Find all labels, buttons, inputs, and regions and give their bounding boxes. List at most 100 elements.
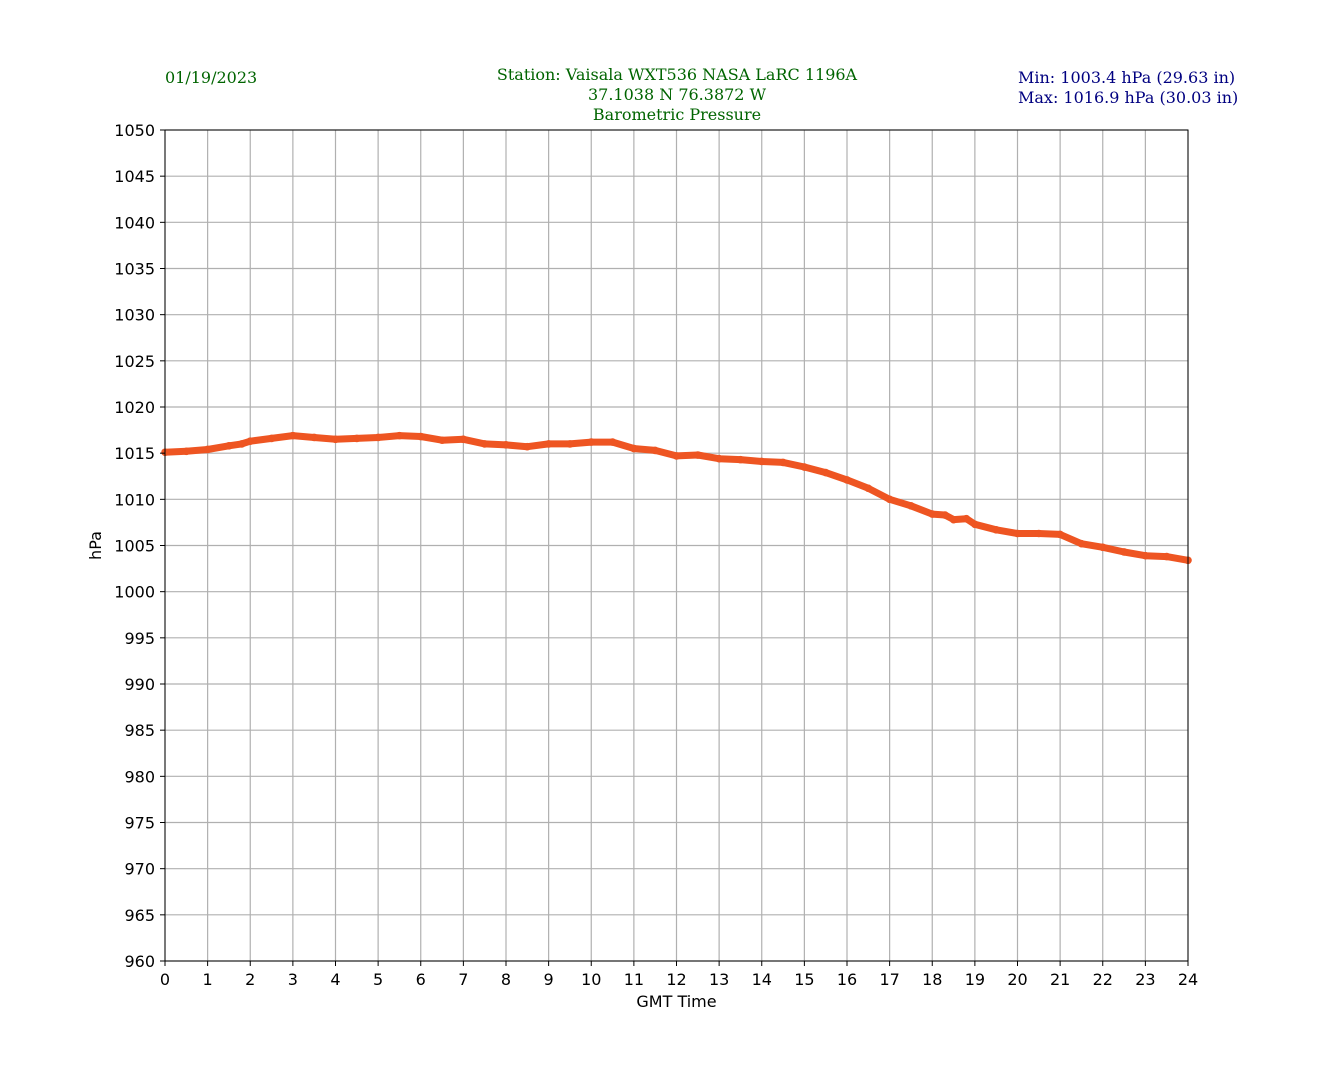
pressure-point bbox=[1098, 543, 1107, 552]
pressure-point bbox=[438, 436, 446, 445]
x-tick-label: 0 bbox=[160, 970, 170, 989]
y-tick-label: 1040 bbox=[114, 213, 155, 232]
x-tick-label: 4 bbox=[330, 970, 340, 989]
y-tick-label: 1000 bbox=[114, 583, 155, 602]
pressure-point bbox=[416, 432, 425, 441]
x-tick-label: 2 bbox=[245, 970, 255, 989]
x-tick-label: 11 bbox=[624, 970, 644, 989]
pressure-point bbox=[587, 438, 596, 446]
pressure-point bbox=[331, 435, 340, 444]
y-tick-label: 990 bbox=[124, 675, 155, 694]
min-pressure-label: Min: 1003.4 hPa (29.63 in) bbox=[1018, 68, 1236, 87]
x-axis-label: GMT Time bbox=[636, 992, 716, 1011]
pressure-point bbox=[237, 440, 246, 448]
pressure-series bbox=[161, 431, 1192, 565]
y-tick-label: 1005 bbox=[114, 537, 155, 556]
station-title: Station: Vaisala WXT536 NASA LaRC 1196A bbox=[496, 65, 858, 84]
max-pressure-label: Max: 1016.9 hPa (30.03 in) bbox=[1018, 88, 1239, 107]
chart-title: Barometric Pressure bbox=[592, 105, 762, 124]
pressure-point bbox=[1013, 529, 1022, 538]
x-tick-label: 17 bbox=[879, 970, 899, 989]
chart-date: 01/19/2023 bbox=[165, 68, 258, 87]
y-tick-label: 1045 bbox=[114, 167, 155, 186]
pressure-point bbox=[182, 447, 191, 456]
y-axis-label: hPa bbox=[86, 531, 105, 560]
x-tick-label: 6 bbox=[416, 970, 426, 989]
pressure-point bbox=[971, 520, 979, 529]
pressure-point bbox=[885, 495, 894, 504]
pressure-point bbox=[1035, 529, 1043, 538]
y-tick-label: 1025 bbox=[114, 352, 155, 371]
axis-ticks: 0 1 2 3 4 5 6 7 8 9 10 11 12 13 14 15 16 17 18 19 20 21 22 23 24… bbox=[114, 121, 1198, 989]
y-tick-label: 970 bbox=[124, 860, 155, 879]
pressure-point bbox=[864, 484, 873, 493]
y-tick-label: 1035 bbox=[114, 260, 155, 279]
x-tick-label: 18 bbox=[922, 970, 942, 989]
y-tick-label: 1015 bbox=[114, 444, 155, 463]
x-tick-label: 1 bbox=[203, 970, 213, 989]
x-tick-label: 15 bbox=[794, 970, 814, 989]
pressure-point bbox=[1077, 539, 1086, 548]
pressure-point bbox=[459, 435, 468, 444]
pressure-point bbox=[480, 440, 489, 448]
pressure-point bbox=[736, 455, 745, 464]
x-tick-label: 19 bbox=[965, 970, 985, 989]
y-tick-label: 1010 bbox=[114, 490, 155, 509]
pressure-point bbox=[757, 457, 766, 466]
y-tick-label: 1030 bbox=[114, 306, 155, 325]
pressure-point bbox=[523, 442, 532, 451]
x-tick-label: 13 bbox=[709, 970, 729, 989]
x-tick-label: 5 bbox=[373, 970, 383, 989]
y-tick-label: 985 bbox=[124, 721, 155, 740]
x-tick-label: 14 bbox=[752, 970, 772, 989]
pressure-point bbox=[353, 434, 361, 443]
pressure-point bbox=[310, 433, 318, 442]
x-tick-label: 20 bbox=[1007, 970, 1027, 989]
pressure-point bbox=[843, 476, 851, 484]
pressure-point bbox=[941, 511, 949, 519]
grid-lines bbox=[164, 129, 1189, 962]
pressure-point bbox=[1056, 530, 1064, 539]
pressure-point bbox=[1141, 551, 1150, 560]
pressure-point bbox=[962, 514, 971, 523]
pressure-point bbox=[779, 458, 787, 467]
x-tick-label: 24 bbox=[1178, 970, 1198, 989]
x-tick-label: 8 bbox=[501, 970, 511, 989]
x-tick-label: 9 bbox=[544, 970, 554, 989]
pressure-point bbox=[992, 526, 1000, 534]
pressure-point bbox=[651, 446, 659, 455]
y-tick-label: 995 bbox=[124, 629, 155, 648]
y-tick-label: 980 bbox=[124, 767, 155, 786]
x-tick-label: 10 bbox=[581, 970, 601, 989]
pressure-point bbox=[694, 451, 702, 459]
pressure-point bbox=[203, 445, 212, 454]
pressure-point bbox=[800, 463, 809, 471]
y-tick-label: 965 bbox=[124, 906, 155, 925]
pressure-point bbox=[1120, 548, 1128, 556]
pressure-point bbox=[1162, 552, 1171, 561]
pressure-point bbox=[374, 433, 382, 442]
pressure-point bbox=[267, 434, 276, 443]
pressure-point bbox=[907, 501, 915, 510]
x-tick-label: 12 bbox=[666, 970, 686, 989]
x-tick-label: 22 bbox=[1093, 970, 1113, 989]
x-tick-label: 21 bbox=[1050, 970, 1070, 989]
pressure-point bbox=[715, 454, 723, 463]
pressure-line bbox=[161, 432, 1192, 564]
pressure-point bbox=[608, 438, 617, 446]
pressure-point bbox=[544, 440, 553, 448]
pressure-point bbox=[949, 515, 958, 524]
x-tick-label: 3 bbox=[288, 970, 298, 989]
x-tick-label: 23 bbox=[1135, 970, 1155, 989]
pressure-point bbox=[928, 510, 937, 518]
y-tick-label: 1050 bbox=[114, 121, 155, 140]
pressure-point bbox=[502, 441, 510, 449]
station-coordinates: 37.1038 N 76.3872 W bbox=[587, 85, 767, 104]
pressure-point bbox=[821, 468, 830, 477]
pressure-point bbox=[395, 431, 404, 440]
y-tick-label: 975 bbox=[124, 814, 155, 833]
pressure-point bbox=[672, 452, 681, 460]
y-tick-label: 1020 bbox=[114, 398, 155, 417]
pressure-point bbox=[225, 441, 233, 450]
